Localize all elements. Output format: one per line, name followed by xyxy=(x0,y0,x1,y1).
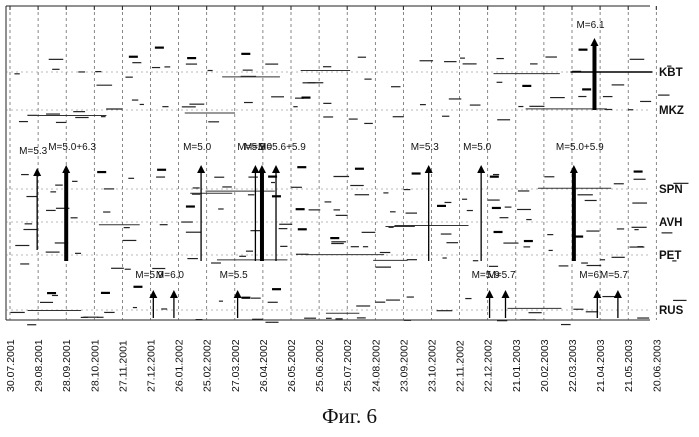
station-label: RUS xyxy=(659,305,684,317)
event-arrow-head xyxy=(501,290,509,298)
event-magnitude-label: M=5.7 xyxy=(487,270,516,281)
date-tick-label: 20.02.2003 xyxy=(539,339,551,392)
date-tick-label: 27.12.2001 xyxy=(146,339,158,392)
event-magnitude-label: M=5.5 xyxy=(220,270,249,281)
event-arrow-head xyxy=(33,168,41,176)
date-tick-label: 27.11.2001 xyxy=(117,340,129,392)
date-tick-label: 21.01.2003 xyxy=(511,339,523,392)
date-tick-label: 25.07.2002 xyxy=(342,339,354,392)
date-tick-label: 28.10.2001 xyxy=(89,339,101,392)
event-magnitude-label: M=5.0 xyxy=(463,142,492,153)
date-tick-label: 26.01.2002 xyxy=(174,339,186,392)
date-tick-label: 29.08.2001 xyxy=(33,339,45,392)
event-arrow-head xyxy=(590,38,598,46)
event-magnitude-label: M=5.6+5.9 xyxy=(258,142,306,153)
date-tick-label: 21.04.2003 xyxy=(595,339,607,392)
event-arrow-head xyxy=(251,165,259,173)
event-arrow-head xyxy=(62,165,70,173)
event-magnitude-label: M=5.3 xyxy=(411,142,440,153)
station-label: KBT xyxy=(659,67,683,79)
event-arrow-head xyxy=(170,290,178,298)
date-tick-label: 21.05.2003 xyxy=(623,339,635,392)
station-label: SPN xyxy=(659,184,683,196)
station-label: PET xyxy=(659,250,681,262)
date-tick-label: 25.06.2002 xyxy=(314,339,326,392)
event-arrow-head xyxy=(570,165,578,173)
event-magnitude-label: M=5.0+6.3 xyxy=(48,142,96,153)
event-arrow-head xyxy=(197,165,205,173)
event-magnitude-label: M=6.0 xyxy=(156,270,185,281)
date-tick-label: 26.04.2002 xyxy=(258,339,270,392)
event-arrow-head xyxy=(477,165,485,173)
date-tick-label: 24.08.2002 xyxy=(370,339,382,392)
date-tick-label: 20.06.2003 xyxy=(651,339,663,392)
station-label: MKZ xyxy=(659,105,684,117)
event-magnitude-label: M=5.7 xyxy=(600,270,629,281)
event-magnitude-label: M=5.0 xyxy=(183,142,212,153)
station-label: AVH xyxy=(659,217,682,229)
event-arrow-head xyxy=(272,165,280,173)
date-tick-label: 22.12.2002 xyxy=(483,339,495,392)
event-arrow-head xyxy=(258,165,266,173)
date-tick-label: 23.10.2002 xyxy=(427,339,439,392)
date-tick-label: 23.09.2002 xyxy=(398,339,410,392)
event-arrow-head xyxy=(614,290,622,298)
event-magnitude-label: M=5.0+5.9 xyxy=(556,142,604,153)
date-tick-label: 30.07.2001 xyxy=(5,339,17,392)
event-magnitude-label: M=6 xyxy=(579,270,599,281)
event-magnitude-label: M=5.3 xyxy=(19,146,48,157)
event-arrow-head xyxy=(486,290,494,298)
date-tick-label: 22.03.2003 xyxy=(567,339,579,392)
figure-caption: Фиг. 6 xyxy=(0,404,699,429)
date-tick-label: 22.11.2002 xyxy=(455,340,467,392)
date-tick-label: 26.05.2002 xyxy=(286,339,298,392)
date-tick-label: 27.03.2002 xyxy=(230,339,242,392)
date-tick-label: 28.09.2001 xyxy=(61,339,73,392)
date-tick-label: 25.02.2002 xyxy=(202,339,214,392)
event-magnitude-label: M=6.1 xyxy=(576,20,605,31)
